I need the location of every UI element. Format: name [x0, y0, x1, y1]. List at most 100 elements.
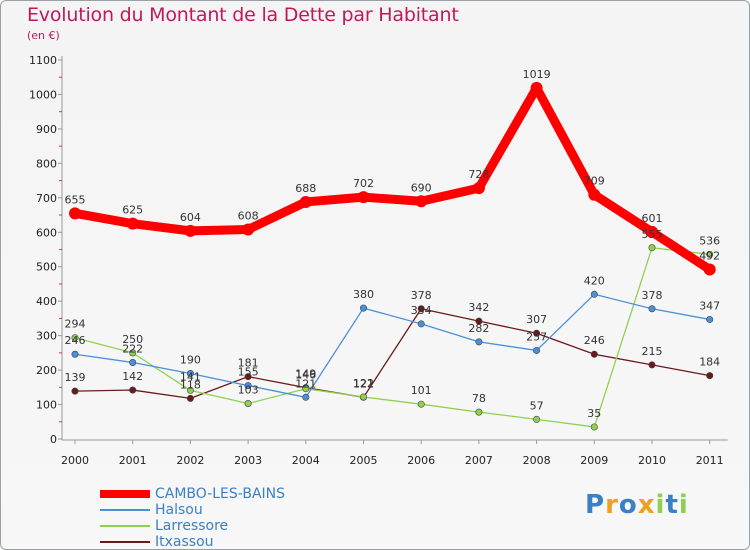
data-point — [244, 382, 252, 390]
data-label: 121 — [295, 377, 316, 390]
data-label: 420 — [584, 274, 605, 287]
data-label: 155 — [238, 366, 259, 379]
data-point — [69, 207, 81, 220]
y-tick-label: 600 — [36, 226, 57, 239]
data-label: 184 — [699, 356, 720, 369]
x-tick-label: 2002 — [176, 454, 204, 467]
series-line-larressore — [74, 247, 711, 428]
data-point — [129, 359, 137, 367]
data-label: 728 — [468, 168, 489, 181]
data-label: 334 — [411, 304, 432, 317]
data-label: 222 — [122, 343, 143, 356]
data-label: 492 — [699, 249, 720, 262]
data-label: 57 — [530, 399, 544, 412]
data-point — [648, 361, 656, 369]
data-point — [302, 393, 310, 401]
data-label: 378 — [642, 289, 663, 302]
legend-label: Halsou — [155, 502, 203, 518]
data-label: 378 — [411, 289, 432, 302]
data-point — [588, 188, 601, 201]
y-tick-label: 1000 — [29, 88, 57, 101]
data-point — [71, 387, 79, 395]
chart-title: Evolution du Montant de la Dette par Hab… — [27, 4, 459, 26]
data-point — [475, 338, 483, 346]
data-point — [706, 315, 714, 323]
y-tick-label: 1100 — [29, 54, 57, 67]
data-point — [475, 408, 483, 416]
legend-label: CAMBO-LES-BAINS — [155, 486, 286, 502]
data-label: 380 — [353, 288, 374, 301]
y-tick-label: 500 — [36, 261, 57, 274]
data-label: 101 — [411, 384, 432, 397]
data-point — [244, 400, 252, 408]
x-tick-label: 2008 — [523, 454, 551, 467]
data-point — [590, 423, 598, 431]
data-label: 139 — [65, 371, 86, 384]
data-label: 215 — [642, 345, 663, 358]
data-point — [359, 304, 367, 312]
y-tick-label: 900 — [36, 123, 57, 136]
legend-swatch — [100, 490, 150, 498]
data-point — [703, 263, 716, 276]
x-tick-label: 2006 — [407, 454, 435, 467]
data-label: 294 — [65, 318, 86, 331]
data-point — [648, 305, 656, 313]
data-point — [186, 370, 194, 378]
x-tick-label: 2009 — [580, 454, 608, 467]
data-label: 604 — [180, 211, 201, 224]
legend-swatch — [100, 541, 150, 543]
data-label: 121 — [353, 377, 374, 390]
data-label: 625 — [122, 204, 143, 217]
data-label: 342 — [468, 301, 489, 314]
legend-swatch — [100, 525, 150, 527]
y-tick-label: 0 — [50, 433, 57, 446]
data-point — [706, 250, 714, 258]
data-label: 246 — [65, 334, 86, 347]
data-point — [359, 393, 367, 401]
y-tick-label: 800 — [36, 157, 57, 170]
series-line-itxassou — [74, 308, 711, 399]
data-label: 118 — [180, 378, 201, 391]
data-label: 142 — [122, 370, 143, 383]
data-label: 307 — [526, 313, 547, 326]
data-point — [648, 244, 656, 252]
data-point — [533, 346, 541, 354]
data-point — [646, 225, 658, 238]
legend-label: Itxassou — [155, 534, 214, 550]
data-label: 702 — [353, 177, 374, 190]
data-label: 601 — [642, 212, 663, 225]
data-point — [417, 320, 425, 328]
x-tick-label: 2004 — [292, 454, 320, 467]
data-point — [357, 191, 370, 204]
data-point — [299, 195, 312, 208]
data-label: 555 — [642, 228, 663, 241]
y-tick-label: 700 — [36, 192, 57, 205]
data-label: 608 — [238, 210, 259, 223]
data-label: 655 — [65, 193, 86, 206]
data-point — [590, 350, 598, 358]
data-label: 536 — [699, 234, 720, 247]
data-point — [186, 394, 194, 402]
data-label: 688 — [295, 182, 316, 195]
proxiti-logo: Proxiti — [585, 490, 689, 520]
x-tick-label: 2007 — [465, 454, 493, 467]
data-point — [417, 400, 425, 408]
data-point — [71, 350, 79, 358]
data-label: 250 — [122, 333, 143, 346]
x-tick-label: 2000 — [61, 454, 89, 467]
data-label: 257 — [526, 330, 547, 343]
data-point — [417, 305, 425, 313]
data-point — [186, 386, 194, 394]
data-label: 181 — [238, 357, 259, 370]
data-point — [706, 372, 714, 380]
series-line-cambo-les-bains — [70, 83, 715, 274]
x-tick-label: 2003 — [234, 454, 262, 467]
data-point — [242, 223, 255, 236]
data-label: 1019 — [523, 68, 551, 81]
data-point — [530, 81, 543, 94]
data-point — [533, 415, 541, 423]
data-point — [129, 349, 137, 357]
legend-label: Larressore — [155, 518, 229, 534]
